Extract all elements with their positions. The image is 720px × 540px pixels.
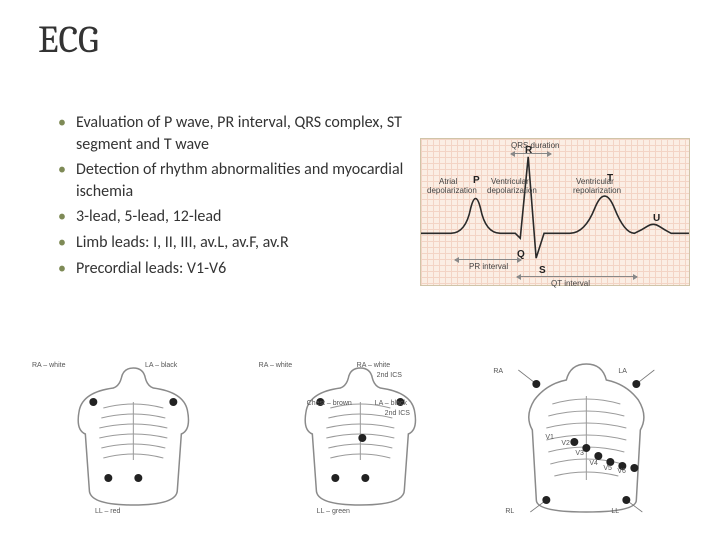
ecg-annotation-label: Ventricular bbox=[576, 177, 614, 186]
bullet-list: Evaluation of P wave, PR interval, QRS c… bbox=[58, 112, 438, 283]
electrode-label: RA – white bbox=[32, 362, 65, 369]
ecg-wave-letter: U bbox=[653, 213, 660, 224]
electrode-label: RL bbox=[505, 508, 514, 515]
electrode-label: RA – white bbox=[259, 362, 292, 369]
electrode-label: LL – red bbox=[95, 508, 120, 515]
ecg-wave-letter: P bbox=[473, 175, 480, 186]
electrode-label: LA – black bbox=[145, 362, 177, 369]
ecg-annotation-label: PR interval bbox=[469, 262, 508, 271]
electrode-label: Chest – brown bbox=[307, 400, 352, 407]
electrode-label: 2nd ICS bbox=[377, 372, 402, 379]
ecg-path bbox=[421, 157, 689, 258]
electrode-label: V5 bbox=[603, 465, 612, 472]
electrode-label: RA bbox=[493, 368, 503, 375]
electrode-label: V3 bbox=[575, 450, 584, 457]
electrode-label: LL bbox=[611, 508, 619, 515]
ecg-interval-arrow bbox=[511, 153, 551, 154]
electrode-label: V1 bbox=[545, 434, 554, 441]
ecg-annotation-label: repolarization bbox=[573, 186, 621, 195]
ecg-trace bbox=[421, 139, 689, 286]
list-item: Limb leads: I, II, III, av.L, av.F, av.R bbox=[58, 232, 438, 254]
torso-figure-3lead: RA – white LA – black LL – red bbox=[30, 360, 237, 520]
electrode-dot bbox=[543, 496, 551, 504]
electrode-dot bbox=[595, 452, 603, 460]
ecg-annotation-label: Ventricular bbox=[491, 177, 529, 186]
ecg-annotation-label: QT interval bbox=[551, 279, 590, 288]
electrode-dot bbox=[89, 398, 97, 406]
list-item: Detection of rhythm abnormalities and my… bbox=[58, 159, 438, 202]
ecg-interval-arrow bbox=[517, 276, 637, 277]
ecg-annotation-label: depolarization bbox=[427, 186, 477, 195]
electrode-dot bbox=[361, 474, 369, 482]
ecg-annotation-label: Atrial bbox=[439, 177, 457, 186]
electrode-dot bbox=[169, 398, 177, 406]
list-item: Precordial leads: V1-V6 bbox=[58, 258, 438, 280]
electrode-dot bbox=[331, 474, 339, 482]
electrode-label: V4 bbox=[589, 460, 598, 467]
electrode-dot bbox=[631, 464, 639, 472]
electrode-label: RA – white bbox=[357, 362, 390, 369]
ecg-interval-arrow bbox=[455, 259, 521, 260]
electrode-label: LA – black bbox=[375, 400, 407, 407]
electrode-dot bbox=[571, 438, 579, 446]
ecg-annotation-label: QRS duration bbox=[511, 141, 559, 150]
ecg-waveform-figure: PRQSTU QRS durationAtrialdepolarizationV… bbox=[420, 138, 690, 286]
electrode-dot bbox=[104, 474, 112, 482]
electrode-label: 2nd ICS bbox=[385, 410, 410, 417]
torso-diagrams-row: RA – whiteLA – blackLL – red RA – whiteR… bbox=[30, 360, 690, 520]
torso-figure-12lead: RA LA V1 V2 V3 V4 V5 V6 RL LL bbox=[483, 360, 690, 520]
page-title: ECG bbox=[38, 18, 99, 62]
ecg-annotation-label: depolarization bbox=[487, 186, 537, 195]
electrode-label: LA bbox=[618, 368, 627, 375]
electrode-label: LL – green bbox=[317, 508, 350, 515]
electrode-label: V6 bbox=[617, 468, 626, 475]
list-item: Evaluation of P wave, PR interval, QRS c… bbox=[58, 112, 438, 155]
electrode-dot bbox=[533, 380, 541, 388]
list-item: 3-lead, 5-lead, 12-lead bbox=[58, 206, 438, 228]
electrode-dot bbox=[633, 380, 641, 388]
torso-figure-5lead: RA – white RA – white 2nd ICS Chest – brown… bbox=[257, 360, 464, 520]
electrode-dot bbox=[623, 496, 631, 504]
ecg-wave-letter: S bbox=[539, 265, 546, 276]
electrode-label: V2 bbox=[561, 440, 570, 447]
electrode-dot bbox=[358, 434, 366, 442]
electrode-dot bbox=[134, 474, 142, 482]
